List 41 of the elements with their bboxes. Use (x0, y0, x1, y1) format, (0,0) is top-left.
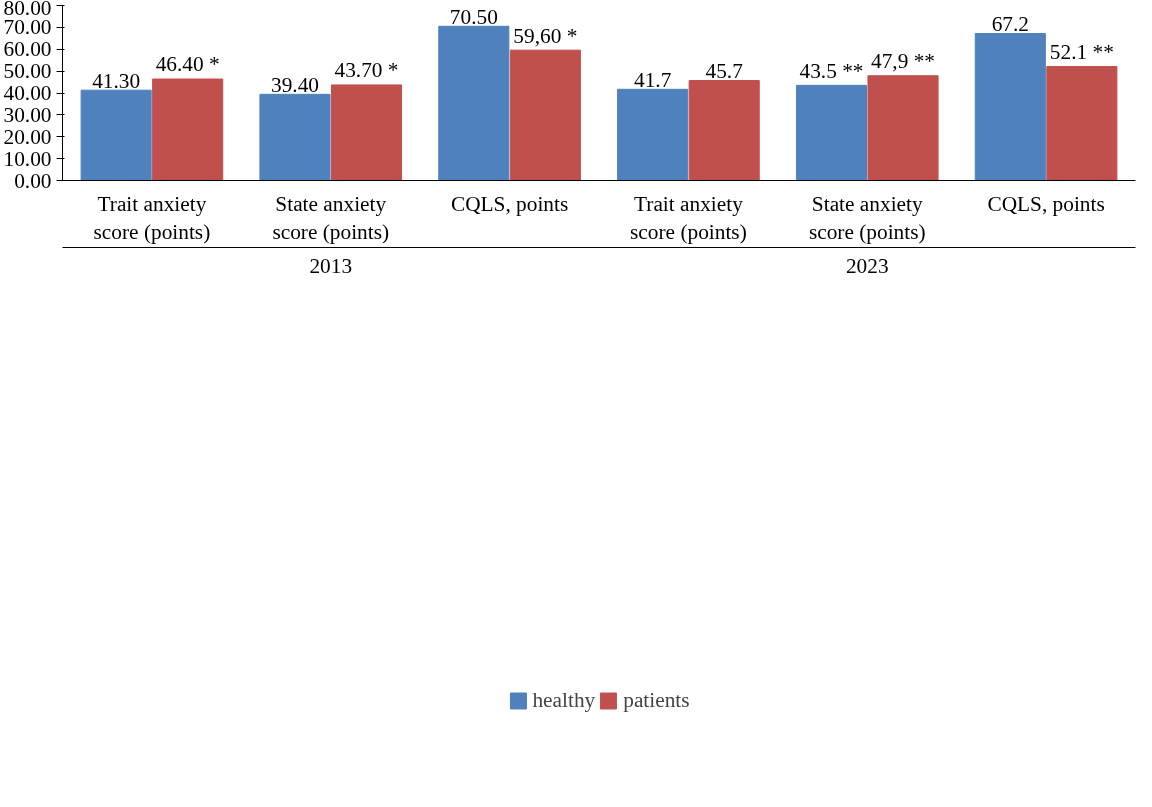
y-tick-label: 20.00 (3, 124, 52, 149)
bar (330, 84, 403, 181)
data-label: 52.1 ** (1049, 39, 1114, 64)
x-tick-label: CQLS, points (987, 191, 1105, 216)
bar (795, 84, 868, 181)
x-tick-label: State anxiety score (points) (272, 191, 390, 245)
bar (152, 78, 224, 181)
data-label: 47,9 ** (871, 49, 936, 74)
data-label: 70.50 (449, 4, 498, 29)
bar (438, 25, 510, 181)
data-label: 43.5 ** (799, 58, 864, 83)
legend-label: patients (623, 687, 690, 713)
bar (259, 93, 331, 181)
y-tick-label: 0.00 (14, 168, 52, 193)
text: 2013 (309, 253, 353, 278)
bar (509, 49, 581, 181)
bar (974, 33, 1046, 181)
bar (80, 89, 152, 181)
data-label: 46.40 * (155, 52, 220, 77)
x-tick-label: State anxiety score (points) (808, 191, 926, 245)
bar (867, 75, 939, 181)
y-tick-label: 60.00 (3, 37, 52, 62)
y-tick-label: 10.00 (3, 146, 52, 171)
data-label: 45.7 (705, 58, 744, 83)
data-label: 43.70 * (334, 58, 399, 83)
text: 2023 (845, 253, 889, 278)
x-tick-label: CQLS, points (450, 191, 569, 216)
data-label: 59,60 * (513, 23, 578, 48)
y-tick-label: 50.00 (3, 59, 52, 84)
y-tick-label: 30.00 (3, 102, 52, 127)
bar (688, 80, 760, 181)
data-label: 41.7 (633, 67, 672, 92)
legend-label: healthy (532, 687, 596, 713)
bar (617, 88, 689, 181)
x-tick-label: Trait anxiety score (points) (630, 191, 747, 245)
y-tick-label: 40.00 (3, 81, 52, 105)
data-label: 41.30 (92, 68, 141, 93)
data-label: 67.2 (991, 11, 1029, 36)
x-tick-label: Trait anxiety score (points) (93, 191, 211, 245)
bar (1046, 66, 1118, 181)
data-label: 39.40 (270, 72, 319, 97)
